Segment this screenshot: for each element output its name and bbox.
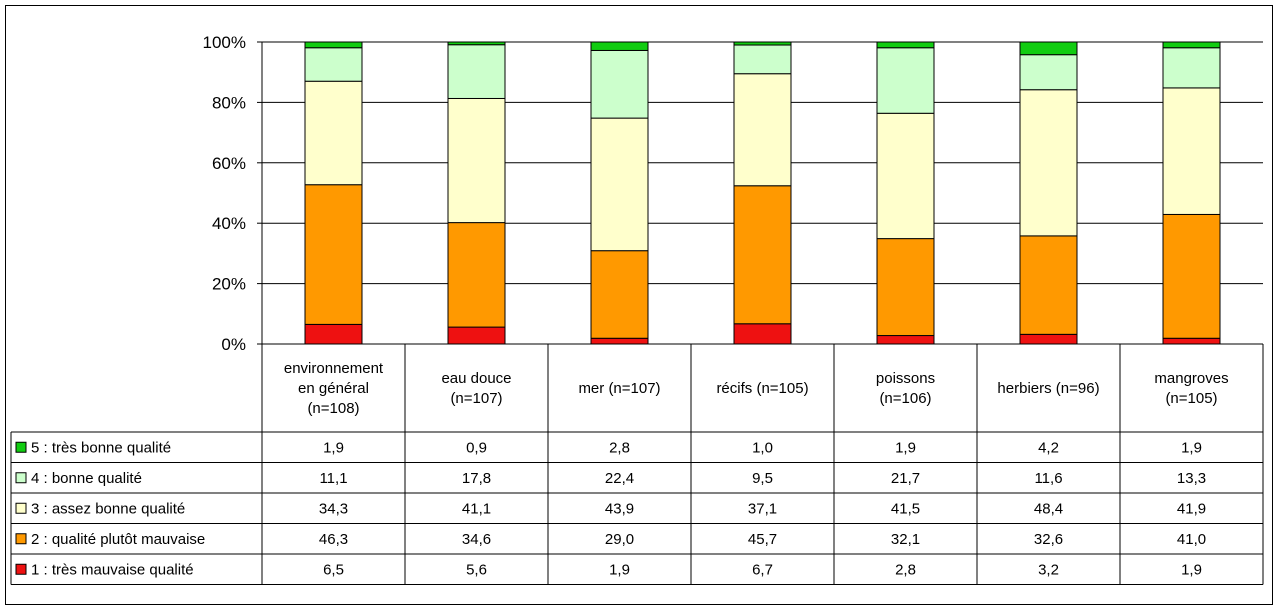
category-label: herbiers (n=96)	[997, 380, 1099, 397]
data-label: 11,6	[1034, 470, 1062, 487]
data-label: 32,1	[891, 531, 920, 548]
bar-segment	[304, 80, 363, 186]
data-label: 0,9	[466, 439, 487, 456]
bar-segment	[1162, 87, 1221, 215]
data-label: 41,5	[891, 500, 920, 517]
data-label: 11,1	[319, 470, 347, 487]
category-label: en général	[298, 380, 369, 397]
data-label: 5,6	[466, 561, 487, 578]
data-label: 45,7	[748, 531, 777, 548]
legend-key	[15, 472, 27, 484]
bar-segment	[1019, 54, 1078, 91]
bar-segment	[304, 47, 363, 82]
bar-segment	[1162, 41, 1221, 49]
legend-entry: 5 : très bonne qualité	[31, 439, 171, 456]
y-tick-label: 60%	[212, 154, 246, 173]
data-label: 41,9	[1177, 500, 1206, 517]
data-label: 6,5	[323, 561, 344, 578]
bar-segment	[733, 323, 792, 345]
data-label: 3,2	[1038, 561, 1059, 578]
category-label: mer (n=107)	[578, 380, 660, 397]
data-label: 43,9	[605, 500, 634, 517]
bar-segment	[447, 97, 506, 224]
bar-segment	[1019, 333, 1078, 345]
y-tick-label: 40%	[212, 214, 246, 233]
bar-segment	[447, 222, 506, 328]
bar-segment	[733, 185, 792, 325]
data-label: 46,3	[319, 531, 348, 548]
bar-segment	[733, 73, 792, 187]
data-label: 13,3	[1177, 470, 1206, 487]
data-label: 1,9	[895, 439, 916, 456]
data-label: 4,2	[1038, 439, 1059, 456]
category-label: (n=106)	[879, 390, 931, 407]
bar-segment	[1162, 337, 1221, 345]
y-tick-label: 100%	[203, 33, 246, 52]
data-label: 34,3	[319, 500, 348, 517]
category-label: poissons	[876, 370, 935, 387]
data-label: 41,0	[1177, 531, 1206, 548]
category-label: (n=105)	[1165, 390, 1217, 407]
bar-segment	[733, 41, 792, 46]
data-label: 37,1	[748, 500, 777, 517]
category-label: récifs (n=105)	[716, 380, 808, 397]
bar-segment	[876, 238, 935, 337]
data-label: 48,4	[1034, 500, 1063, 517]
bar-segment	[447, 326, 506, 345]
bar-segment	[733, 44, 792, 75]
bar-segment	[447, 44, 506, 99]
bar-segment	[876, 335, 935, 345]
data-label: 1,9	[323, 439, 344, 456]
bar-segment	[1162, 47, 1221, 89]
data-label: 1,9	[609, 561, 630, 578]
bar-segment	[590, 41, 649, 51]
data-label: 34,6	[462, 531, 491, 548]
legend-entry: 2 : qualité plutôt mauvaise	[31, 531, 205, 548]
legend-entry: 3 : assez bonne qualité	[31, 500, 185, 517]
y-tick-label: 80%	[212, 93, 246, 112]
category-label: environnement	[284, 360, 384, 377]
bar-segment	[447, 41, 506, 46]
data-label: 1,9	[1181, 561, 1202, 578]
y-tick-label: 20%	[212, 275, 246, 294]
data-label: 21,7	[891, 470, 920, 487]
bar-segment	[1162, 213, 1221, 339]
bar-segment	[590, 337, 649, 345]
category-label: eau douce	[441, 370, 511, 387]
data-label: 6,7	[752, 561, 773, 578]
data-label: 41,1	[462, 500, 491, 517]
bar-segment	[304, 323, 363, 345]
legend-key	[15, 563, 27, 575]
y-tick-label: 0%	[221, 335, 246, 354]
legend-entry: 1 : très mauvaise qualité	[31, 561, 194, 578]
category-label: mangroves	[1154, 370, 1228, 387]
bar-segment	[304, 184, 363, 325]
bar-segment	[876, 112, 935, 240]
data-label: 9,5	[752, 470, 773, 487]
bar-segment	[876, 47, 935, 114]
category-label: (n=107)	[450, 390, 502, 407]
bar-segment	[876, 41, 935, 49]
bar-segment	[304, 41, 363, 49]
bar-segment	[1019, 235, 1078, 335]
bar-segment	[1019, 89, 1078, 237]
data-label: 32,6	[1034, 531, 1063, 548]
bar-segment	[1019, 41, 1078, 56]
data-label: 1,0	[752, 439, 773, 456]
bar-segment	[590, 250, 649, 339]
data-label: 17,8	[462, 470, 491, 487]
legend-entry: 4 : bonne qualité	[31, 470, 142, 487]
data-label: 29,0	[605, 531, 634, 548]
data-label: 2,8	[609, 439, 630, 456]
bar-segment	[590, 117, 649, 252]
data-label: 2,8	[895, 561, 916, 578]
data-label: 1,9	[1181, 439, 1202, 456]
category-label: (n=108)	[307, 400, 359, 417]
legend-key	[15, 502, 27, 514]
bar-segment	[590, 49, 649, 119]
data-label: 22,4	[605, 470, 634, 487]
legend-key	[15, 533, 27, 545]
legend-key	[15, 441, 27, 453]
